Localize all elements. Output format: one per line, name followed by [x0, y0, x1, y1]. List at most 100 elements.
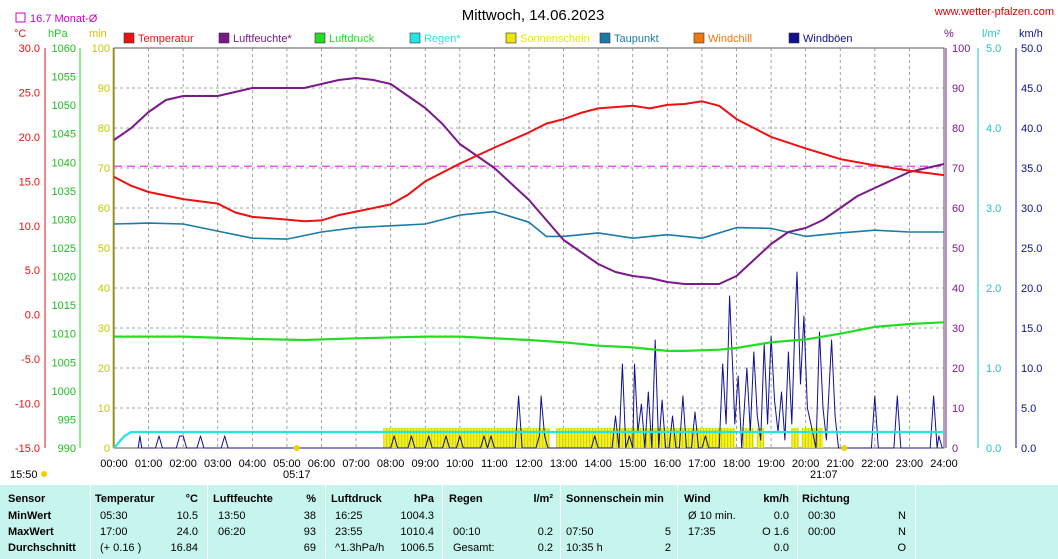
unit-pct: %	[944, 28, 954, 40]
tick-label: 995	[58, 414, 76, 426]
sunset-label: 21:07	[810, 469, 838, 481]
tick-label: 1025	[52, 243, 76, 255]
monthly-average-label: 16.7 Monat-Ø	[30, 13, 98, 25]
time-tick-label: 23:00	[896, 458, 924, 470]
unit-min: min	[89, 28, 107, 40]
time-tick-label: 07:00	[342, 458, 370, 470]
stats-cell: Gesamt:	[453, 542, 495, 554]
legend-swatch	[599, 32, 611, 44]
legend: Temperatur Luftfeuchte* Luftdruck Regen* Son…	[123, 32, 853, 45]
tick-label: 50	[98, 243, 110, 255]
legend-swatch	[409, 32, 421, 44]
stats-cell: 13:50	[218, 510, 246, 522]
legend-swatch	[123, 32, 135, 44]
stats-cell: MinWert	[8, 510, 52, 522]
legend-label: Luftfeuchte*	[233, 33, 292, 45]
chart-title: Mittwoch, 14.06.2023	[462, 7, 605, 24]
tick-label: 20	[98, 363, 110, 375]
tick-label: 1000	[52, 386, 76, 398]
sunset-marker	[841, 445, 848, 451]
tick-label: 45.0	[1021, 83, 1042, 95]
stats-divider	[207, 485, 208, 559]
stats-cell: Sonnenschein min	[566, 493, 664, 505]
tick-label: 35.0	[1021, 163, 1042, 175]
tick-label: 0.0	[1021, 443, 1036, 455]
tick-label: 70	[98, 163, 110, 175]
stats-cell: %	[306, 493, 316, 505]
time-tick-label: 11:00	[481, 458, 508, 470]
time-tick-label: 17:00	[688, 458, 716, 470]
stats-cell: Wind	[684, 493, 711, 505]
stats-cell: 00:30	[808, 510, 836, 522]
stats-cell: N	[898, 526, 906, 538]
tick-label: 1.0	[986, 363, 1001, 375]
legend-item: Taupunkt	[599, 32, 659, 45]
tick-label: 1010	[52, 329, 76, 341]
tick-label: 40	[952, 283, 964, 295]
site-link[interactable]: www.wetter-pfalzen.com	[934, 6, 1054, 18]
legend-item: Regen*	[409, 32, 461, 45]
tick-label: 80	[952, 123, 964, 135]
series-line-taupunkt	[113, 210, 944, 240]
series-line-luftfeuchte	[113, 77, 945, 285]
tick-label: 1055	[52, 72, 76, 84]
tick-label: 20.0	[19, 132, 40, 144]
tick-label: 1015	[52, 300, 76, 312]
unit-lm2: l/m²	[982, 28, 1001, 40]
stats-cell: 0.2	[537, 542, 553, 554]
unit-temp: °C	[14, 28, 26, 40]
stats-cell: l/m²	[533, 493, 553, 505]
tick-label: 0	[104, 443, 110, 455]
tick-label: 40.0	[1021, 123, 1042, 135]
time-tick-label: 03:00	[204, 458, 232, 470]
stats-divider	[442, 485, 443, 559]
sunshine-bar	[791, 428, 799, 448]
legend-label: Temperatur	[138, 33, 194, 45]
unit-kmh: km/h	[1019, 28, 1043, 40]
stats-divider	[560, 485, 561, 559]
stats-cell: 05:30	[100, 510, 128, 522]
stats-cell: Luftfeuchte	[213, 493, 273, 505]
legend-item: Windböen	[788, 32, 853, 45]
time-tick-label: 04:00	[239, 458, 267, 470]
tick-label: 80	[98, 123, 110, 135]
stats-cell: °C	[185, 493, 198, 505]
tick-label: 40	[98, 283, 110, 295]
tick-label: 0.0	[25, 310, 40, 322]
series-line-windben	[137, 271, 943, 449]
tick-label: 25.0	[19, 87, 40, 99]
legend-item: Luftfeuchte*	[218, 32, 292, 45]
stats-cell: 16.84	[170, 542, 198, 554]
tick-label: 30	[952, 323, 964, 335]
time-tick-label: 08:00	[377, 458, 405, 470]
tick-label: 1060	[52, 43, 76, 55]
stats-cell: Durchschnitt	[8, 542, 76, 554]
legend-label: Taupunkt	[614, 33, 659, 45]
tick-label: 1020	[52, 272, 76, 284]
tick-label: 30.0	[1021, 203, 1042, 215]
legend-label: Windchill	[708, 33, 752, 45]
tick-label: 100	[952, 43, 970, 55]
stats-cell: 0.2	[537, 526, 553, 538]
time-tick-label: 05:00	[273, 458, 301, 470]
tick-label: 1005	[52, 357, 76, 369]
stats-cell: 00:10	[453, 526, 481, 538]
plot-grid	[44, 47, 1017, 449]
axis-labels: 30.0 25.0 20.0 15.0 10.0 5.0 0.0 -5.0 -10.0 -15.0…	[15, 43, 1043, 470]
stats-cell: N	[898, 510, 906, 522]
tick-label: 90	[952, 83, 964, 95]
time-tick-label: 09:00	[411, 458, 439, 470]
stats-divider	[677, 485, 678, 559]
stats-cell: 23:55	[335, 526, 363, 538]
time-tick-label: 19:00	[757, 458, 785, 470]
time-tick-label: 14:00	[584, 458, 612, 470]
tick-label: 20.0	[1021, 283, 1042, 295]
tick-label: 70	[952, 163, 964, 175]
stats-cell: MaxWert	[8, 526, 54, 538]
series-line-regen	[113, 430, 944, 449]
tick-label: 1045	[52, 129, 76, 141]
monthly-average-marker	[15, 12, 26, 23]
stats-cell: 2	[664, 542, 671, 554]
stats-cell: Luftdruck	[331, 493, 382, 505]
